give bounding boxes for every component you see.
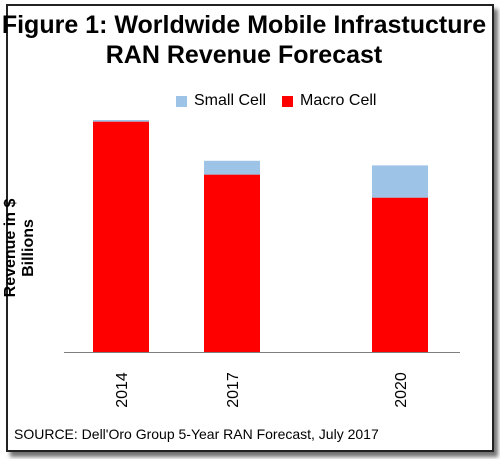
x-tick-labels: 2014 2017 2020: [114, 372, 410, 408]
x-tick-label-2020: 2020: [393, 372, 410, 408]
source-note: SOURCE: Dell'Oro Group 5-Year RAN Foreca…: [14, 426, 379, 442]
legend-item-small-cell: Small Cell: [176, 92, 266, 110]
chart-title-line-2: RAN Revenue Forecast: [105, 41, 383, 69]
x-tick-label-2014: 2014: [114, 372, 131, 408]
bar-small-cell-2020: [372, 165, 428, 198]
legend-swatch-macro-cell: [282, 95, 293, 107]
bar-small-cell-2017: [204, 160, 260, 175]
bar-small-cell-2014: [93, 120, 149, 122]
bar-macro-cell-2014: [93, 121, 149, 353]
legend-label-small-cell: Small Cell: [194, 92, 267, 109]
bar-macro-cell-2017: [204, 174, 260, 352]
bar-macro-cell-2020: [372, 197, 428, 352]
chart-title-line-1: Figure 1: Worldwide Mobile Infrastucture: [1, 11, 487, 39]
bars-group: [93, 120, 428, 353]
legend-label-macro-cell: Macro Cell: [300, 92, 377, 109]
chart-title: Figure 1: Worldwide Mobile Infrastucture…: [0, 10, 488, 70]
legend-swatch-small-cell: [176, 95, 187, 107]
legend-item-macro-cell: Macro Cell: [282, 92, 376, 110]
x-tick-label-2017: 2017: [225, 372, 242, 408]
